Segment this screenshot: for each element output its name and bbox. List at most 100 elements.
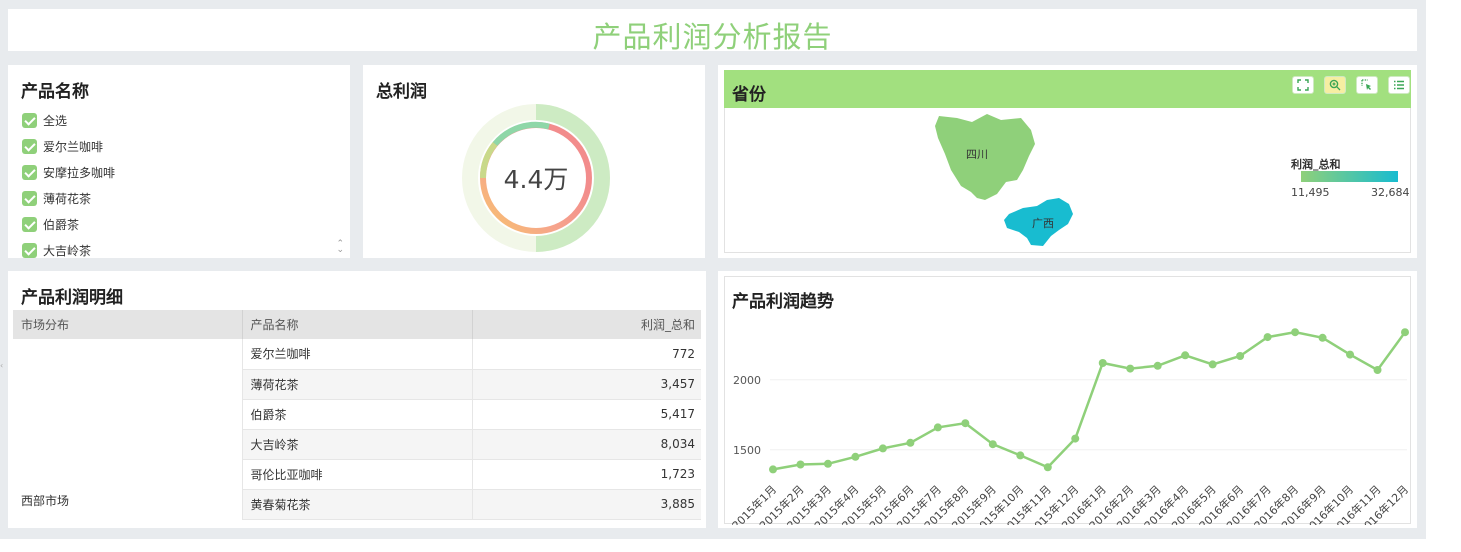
data-point: [1153, 361, 1162, 370]
data-point: [906, 438, 915, 447]
col-header-profit[interactable]: 利润_总和: [472, 310, 701, 339]
filter-item-label: 伯爵茶: [43, 217, 80, 232]
data-point: [1071, 434, 1080, 443]
data-point: [769, 465, 777, 474]
collapse-handle-icon[interactable]: ‹: [0, 346, 6, 386]
select-icon[interactable]: [1356, 76, 1378, 94]
filter-item[interactable]: 大吉岭茶: [22, 237, 115, 263]
total-profit-title: 总利润: [376, 82, 427, 102]
filter-item[interactable]: 安摩拉多咖啡: [22, 159, 115, 185]
table-row[interactable]: 西部市场 爱尔兰咖啡 772: [13, 339, 701, 519]
filter-item-label: 大吉岭茶: [43, 243, 92, 258]
scroll-arrows-icon[interactable]: ⌃ ⌄: [336, 239, 344, 255]
series-line: [772, 330, 1407, 471]
total-profit-value: 4.4万: [503, 165, 569, 194]
list-icon[interactable]: [1388, 76, 1410, 94]
data-point: [1016, 451, 1025, 460]
profit-detail-table: 市场分布 产品名称 利润_总和 西部市场 爱尔兰咖啡 772 薄荷花茶 3,457 伯爵茶…: [13, 310, 701, 520]
table-row[interactable]: 哥伦比亚咖啡 1,723: [13, 459, 701, 490]
col-header-product[interactable]: 产品名称: [242, 310, 473, 339]
checkbox-checked-icon[interactable]: [22, 216, 37, 232]
y-tick-label: 1500: [733, 444, 761, 457]
map-body: 四川 广西 利润_总和 11,495 32,684: [724, 108, 1411, 253]
detail-title: 产品利润明细: [21, 288, 123, 308]
filter-item[interactable]: 全选: [22, 107, 115, 133]
table-header-row: 市场分布 产品名称 利润_总和: [13, 310, 701, 339]
data-point: [823, 459, 832, 468]
report-title: 产品利润分析报告: [592, 20, 833, 54]
cell-market: 西部市场: [13, 339, 243, 519]
filter-item-label: 爱尔兰咖啡: [43, 139, 104, 154]
title-panel: 产品利润分析报告: [8, 9, 1417, 54]
table-row[interactable]: 伯爵茶 5,417: [13, 399, 701, 430]
data-point: [878, 444, 887, 453]
cell-product: 伯爵茶: [242, 399, 473, 430]
cell-profit: 3,457: [472, 369, 701, 400]
data-point: [1263, 333, 1272, 342]
cell-product: 爱尔兰咖啡: [242, 339, 473, 370]
region-guangxi[interactable]: [1004, 198, 1073, 246]
data-point: [851, 452, 860, 461]
map-title: 省份: [732, 85, 766, 105]
data-point: [1126, 364, 1135, 373]
table-row[interactable]: 薄荷花茶 3,457: [13, 369, 701, 400]
trend-chart: 150020002015年1月2015年2月2015年3月2015年4月2015…: [729, 328, 1411, 525]
table-body: 西部市场 爱尔兰咖啡 772 薄荷花茶 3,457 伯爵茶 5,417 大吉岭茶 8,034 哥伦…: [13, 339, 701, 520]
map-header: 省份: [724, 70, 1411, 108]
checkbox-checked-icon[interactable]: [22, 112, 37, 128]
filter-item[interactable]: 伯爵茶: [22, 211, 115, 237]
province-map-panel: 省份 四川 广西 利润_总和 11,495 32,684: [718, 65, 1417, 258]
data-point: [933, 423, 942, 432]
data-point: [1181, 351, 1190, 360]
filter-item-label: 安摩拉多咖啡: [43, 165, 116, 180]
table-row[interactable]: 大吉岭茶 8,034: [13, 429, 701, 460]
table-row[interactable]: 黄春菊花茶 3,885: [13, 489, 701, 520]
total-profit-panel: 总利润 4.4万: [363, 65, 705, 258]
trend-title: 产品利润趋势: [732, 292, 834, 312]
cell-profit: 3,885: [472, 489, 701, 520]
legend-title: 利润_总和: [1291, 158, 1341, 171]
data-point: [1098, 359, 1107, 367]
filter-list: 全选爱尔兰咖啡安摩拉多咖啡 薄荷花茶伯爵茶大吉岭茶: [22, 107, 115, 263]
donut-inner-arc-yellow: [479, 142, 498, 179]
y-tick-label: 2000: [733, 374, 761, 387]
zoom-icon[interactable]: [1324, 76, 1346, 94]
checkbox-checked-icon[interactable]: [22, 164, 37, 180]
region-sichuan-label: 四川: [966, 148, 988, 161]
cell-profit: 5,417: [472, 399, 701, 430]
cell-product: 薄荷花茶: [242, 369, 473, 400]
legend-max: 32,684: [1371, 186, 1410, 199]
donut-inner-arc-green: [492, 121, 550, 146]
filter-title: 产品名称: [21, 82, 89, 102]
checkbox-checked-icon[interactable]: [22, 242, 37, 258]
data-point: [961, 419, 970, 428]
filter-item[interactable]: 爱尔兰咖啡: [22, 133, 115, 159]
checkbox-checked-icon[interactable]: [22, 138, 37, 154]
data-point: [796, 460, 805, 469]
region-sichuan[interactable]: [935, 114, 1035, 200]
cell-product: 哥伦比亚咖啡: [242, 459, 473, 490]
cell-product: 大吉岭茶: [242, 429, 473, 460]
trend-frame: 产品利润趋势 1500 2000 2015年1月 2015年2月 2015年3月 2015…: [724, 276, 1411, 525]
fullscreen-icon[interactable]: [1292, 76, 1314, 94]
data-point: [1208, 360, 1217, 369]
region-guangxi-label: 广西: [1032, 217, 1054, 230]
product-filter-panel: 产品名称 全选爱尔兰咖啡安摩拉多咖啡 薄荷花茶伯爵茶大吉岭茶 ⌃ ⌄: [8, 65, 350, 258]
filter-item-label: 薄荷花茶: [43, 191, 92, 206]
checkbox-checked-icon[interactable]: [22, 190, 37, 206]
cell-profit: 8,034: [472, 429, 701, 460]
legend-gradient-bar: [1301, 171, 1398, 182]
cell-product: 黄春菊花茶: [242, 489, 473, 520]
data-point: [1401, 328, 1409, 337]
data-point: [1043, 463, 1052, 472]
col-header-market[interactable]: 市场分布: [13, 310, 243, 339]
donut-outer-arc: [535, 104, 610, 252]
filter-item-label: 全选: [43, 113, 68, 128]
filter-item[interactable]: 薄荷花茶: [22, 185, 115, 211]
data-point: [988, 440, 997, 449]
legend-min: 11,495: [1291, 186, 1330, 199]
data-point: [1318, 333, 1327, 342]
data-point: [1373, 366, 1382, 374]
profit-trend-panel: 产品利润趋势 1500 2000 2015年1月 2015年2月 2015年3月 2015…: [718, 271, 1417, 528]
map-svg: 四川 广西: [935, 114, 1073, 246]
